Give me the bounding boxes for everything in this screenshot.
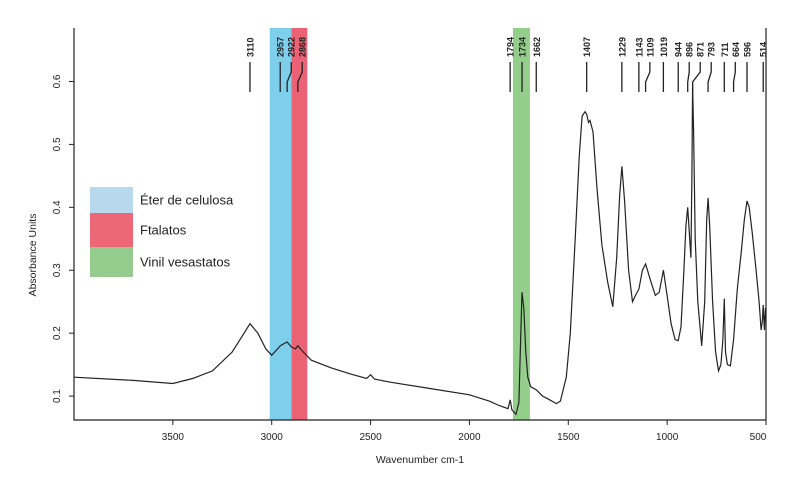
x-tick-label: 2500 <box>359 432 382 443</box>
peak-marker <box>732 62 736 92</box>
spectrum-line <box>73 84 767 416</box>
plot-frame <box>73 28 767 421</box>
x-tick-label: 3500 <box>162 432 185 443</box>
peak-label: 1662 <box>532 37 542 57</box>
peak-label: 871 <box>696 42 706 57</box>
y-tick-label: 0.2 <box>52 326 63 340</box>
peak-label: 664 <box>731 42 741 57</box>
peak-marker <box>644 62 651 92</box>
x-tick-label: 3000 <box>261 432 284 443</box>
y-tick-label: 0.5 <box>52 137 63 151</box>
legend-label: Vinil vesastatos <box>140 255 231 270</box>
peak-label: 1143 <box>634 37 644 57</box>
peak-label: 3110 <box>245 37 255 57</box>
legend-label: Éter de celulosa <box>140 193 234 208</box>
x-tick-label: 500 <box>750 432 767 443</box>
peak-label: 944 <box>674 42 684 57</box>
peak-label: 1019 <box>659 37 669 57</box>
peak-label: 1229 <box>617 37 627 57</box>
peak-marker <box>687 62 690 92</box>
x-tick-label: 1500 <box>557 432 580 443</box>
peak-marker <box>707 62 712 92</box>
peak-label: 793 <box>707 42 717 57</box>
y-tick-label: 0.6 <box>52 74 63 88</box>
peak-label: 2868 <box>298 37 308 57</box>
legend-label: Ftalatos <box>140 223 187 238</box>
peak-label: 2922 <box>287 37 297 57</box>
x-tick-label: 2000 <box>458 432 481 443</box>
peak-label: 1734 <box>518 37 528 57</box>
y-tick-label: 0.1 <box>52 389 63 403</box>
x-axis-label: Wavenumber cm-1 <box>376 454 464 466</box>
band-0 <box>269 28 292 420</box>
peak-label: 1109 <box>645 37 655 57</box>
legend-swatch <box>90 247 133 277</box>
peak-label: 896 <box>685 42 695 57</box>
x-tick-label: 1000 <box>656 432 679 443</box>
peak-marker <box>286 62 292 92</box>
y-tick-label: 0.4 <box>52 200 63 214</box>
peak-label: 2957 <box>276 37 286 57</box>
band-2 <box>512 28 530 420</box>
legend-swatch <box>90 213 133 247</box>
peak-label: 1407 <box>582 37 592 57</box>
y-axis-label: Absorbance Units <box>27 214 39 297</box>
peak-label: 711 <box>720 42 730 57</box>
legend-swatch <box>90 187 133 213</box>
peak-label: 596 <box>743 42 753 57</box>
peak-label: 514 <box>759 42 769 57</box>
peak-marker <box>297 62 303 92</box>
y-tick-label: 0.3 <box>52 263 63 277</box>
peak-marker <box>691 62 701 92</box>
band-1 <box>291 28 308 420</box>
peak-label: 1794 <box>506 37 516 57</box>
